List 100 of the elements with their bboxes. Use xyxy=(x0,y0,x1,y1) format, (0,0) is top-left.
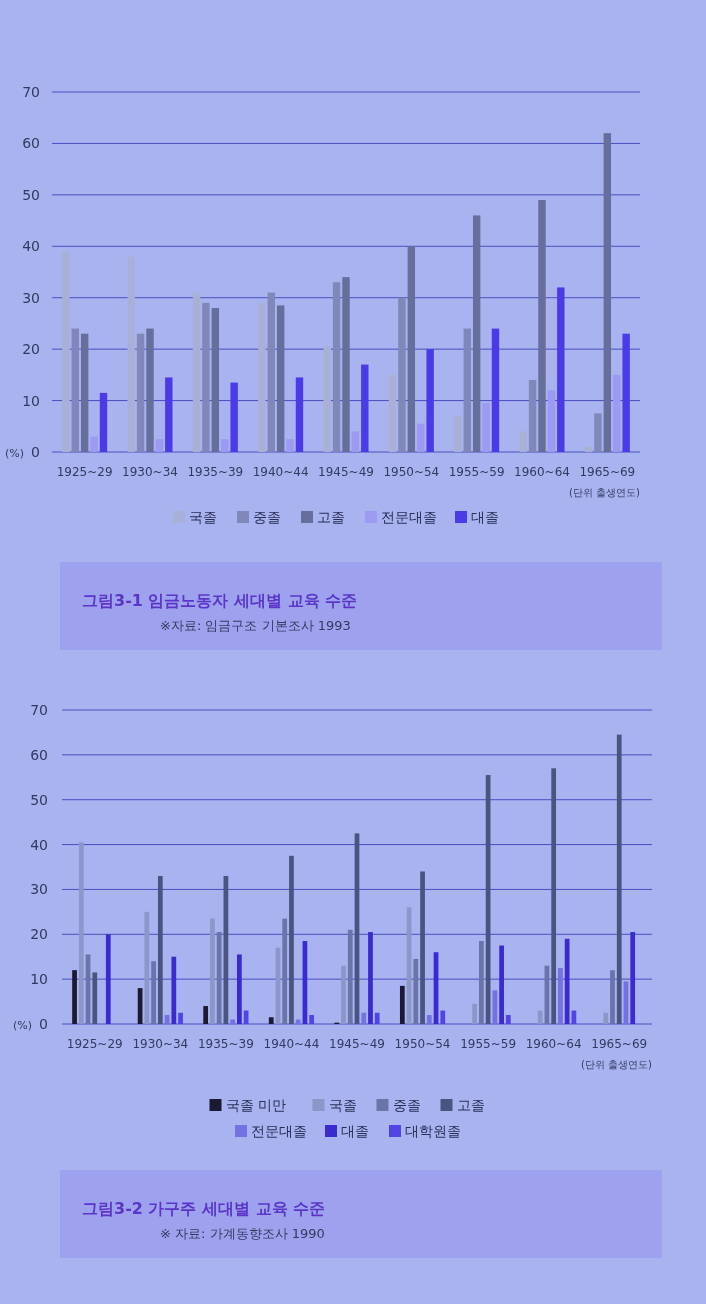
legend-label: 대학원졸 xyxy=(405,1123,461,1139)
y-tick-label: 40 xyxy=(22,238,40,255)
bar xyxy=(479,941,484,1024)
legend-label: 국졸 xyxy=(328,1097,357,1113)
bar xyxy=(341,965,346,1024)
y-axis-title: (%) xyxy=(4,447,24,460)
x-tick-label: 1935~39 xyxy=(187,465,244,479)
bar xyxy=(374,1012,380,1024)
bar xyxy=(603,1012,609,1024)
y-tick-label: 30 xyxy=(30,881,48,898)
bar xyxy=(105,934,111,1024)
bar xyxy=(144,911,150,1024)
bar xyxy=(519,431,527,452)
bar xyxy=(584,446,593,452)
bar xyxy=(630,932,636,1024)
x-tick-label: 1930~34 xyxy=(122,465,178,479)
bar xyxy=(613,374,621,452)
bar xyxy=(151,961,156,1024)
bar xyxy=(564,938,570,1024)
bar xyxy=(155,439,164,452)
bar xyxy=(171,956,177,1024)
y-tick-label: 70 xyxy=(22,84,40,100)
x-tick-label: 1935~39 xyxy=(197,1037,254,1051)
bar xyxy=(347,929,353,1024)
bar xyxy=(289,855,294,1024)
legend-label: 중졸 xyxy=(253,509,281,525)
text: 그림3-1 임금노동자 세대별 교육 수준 xyxy=(82,591,358,610)
y-tick-label: 50 xyxy=(30,791,48,808)
bar xyxy=(388,374,397,452)
bar xyxy=(276,305,285,452)
y-axis-title: (%) xyxy=(12,1019,32,1032)
bar xyxy=(295,1019,301,1024)
x-tick-label: 1925~29 xyxy=(56,465,113,479)
bar xyxy=(210,918,215,1024)
legend-label: 대졸 xyxy=(341,1123,369,1139)
bar xyxy=(622,333,630,452)
bar xyxy=(80,333,89,452)
legend-label: 중졸 xyxy=(392,1097,421,1113)
bar xyxy=(558,967,563,1024)
x-axis-title: (단위 출생연도) xyxy=(569,487,641,498)
bar xyxy=(71,328,79,452)
x-axis-title: (단위 출생연도) xyxy=(581,1059,653,1070)
y-tick-label: 20 xyxy=(22,341,40,358)
bar xyxy=(610,970,615,1024)
bar xyxy=(420,871,425,1024)
bar xyxy=(295,377,304,452)
text: ※ 자료: 가계동향조사 1990 xyxy=(160,1226,325,1241)
y-tick-label: 20 xyxy=(30,926,48,943)
bar xyxy=(203,1006,209,1024)
bar xyxy=(413,958,419,1024)
bar xyxy=(165,377,173,452)
bar xyxy=(230,382,238,452)
bar xyxy=(202,302,210,452)
bar xyxy=(268,1017,274,1024)
bar xyxy=(616,734,622,1024)
bar xyxy=(221,439,229,452)
legend-label: 고졸 xyxy=(317,509,345,525)
bar xyxy=(157,875,163,1024)
legend-label: 대졸 xyxy=(471,509,499,525)
legend-label: 전문대졸 xyxy=(381,509,437,525)
bar xyxy=(472,1003,477,1024)
bar xyxy=(361,364,369,452)
x-tick-label: 1965~69 xyxy=(579,465,636,479)
x-tick-label: 1945~49 xyxy=(318,465,374,479)
bar xyxy=(192,292,201,452)
bar xyxy=(557,287,565,452)
bar xyxy=(178,1012,183,1024)
bar xyxy=(482,403,490,452)
bar xyxy=(237,954,242,1024)
bar xyxy=(62,251,70,452)
x-tick-label: 1960~64 xyxy=(514,465,570,479)
y-tick-label: 0 xyxy=(39,1016,48,1032)
bar xyxy=(323,346,331,452)
bar xyxy=(594,413,602,452)
x-tick-label: 1940~44 xyxy=(252,465,309,479)
y-tick-label: 30 xyxy=(22,289,40,306)
bar xyxy=(127,256,135,452)
bar xyxy=(282,918,288,1024)
bar xyxy=(603,133,612,452)
bar xyxy=(351,431,360,452)
bar xyxy=(258,302,266,452)
bar xyxy=(492,990,498,1024)
bar xyxy=(426,1015,432,1024)
bar xyxy=(342,277,350,452)
bar xyxy=(72,970,77,1024)
bar xyxy=(361,1012,367,1024)
text: ※자료: 임금구조 기본조사 1993 xyxy=(160,618,351,633)
bar xyxy=(399,985,405,1024)
bar xyxy=(407,246,416,452)
y-tick-label: 60 xyxy=(22,135,40,152)
bar xyxy=(286,439,294,452)
x-tick-label: 1955~59 xyxy=(448,465,505,479)
bar xyxy=(417,423,425,452)
text: 그림3-2 가구주 세대별 교육 수준 xyxy=(82,1199,326,1218)
bar xyxy=(332,282,341,452)
y-tick-label: 10 xyxy=(30,971,48,988)
bar xyxy=(499,945,504,1024)
bar xyxy=(538,200,546,452)
y-tick-label: 0 xyxy=(31,444,40,460)
bar xyxy=(426,349,434,452)
